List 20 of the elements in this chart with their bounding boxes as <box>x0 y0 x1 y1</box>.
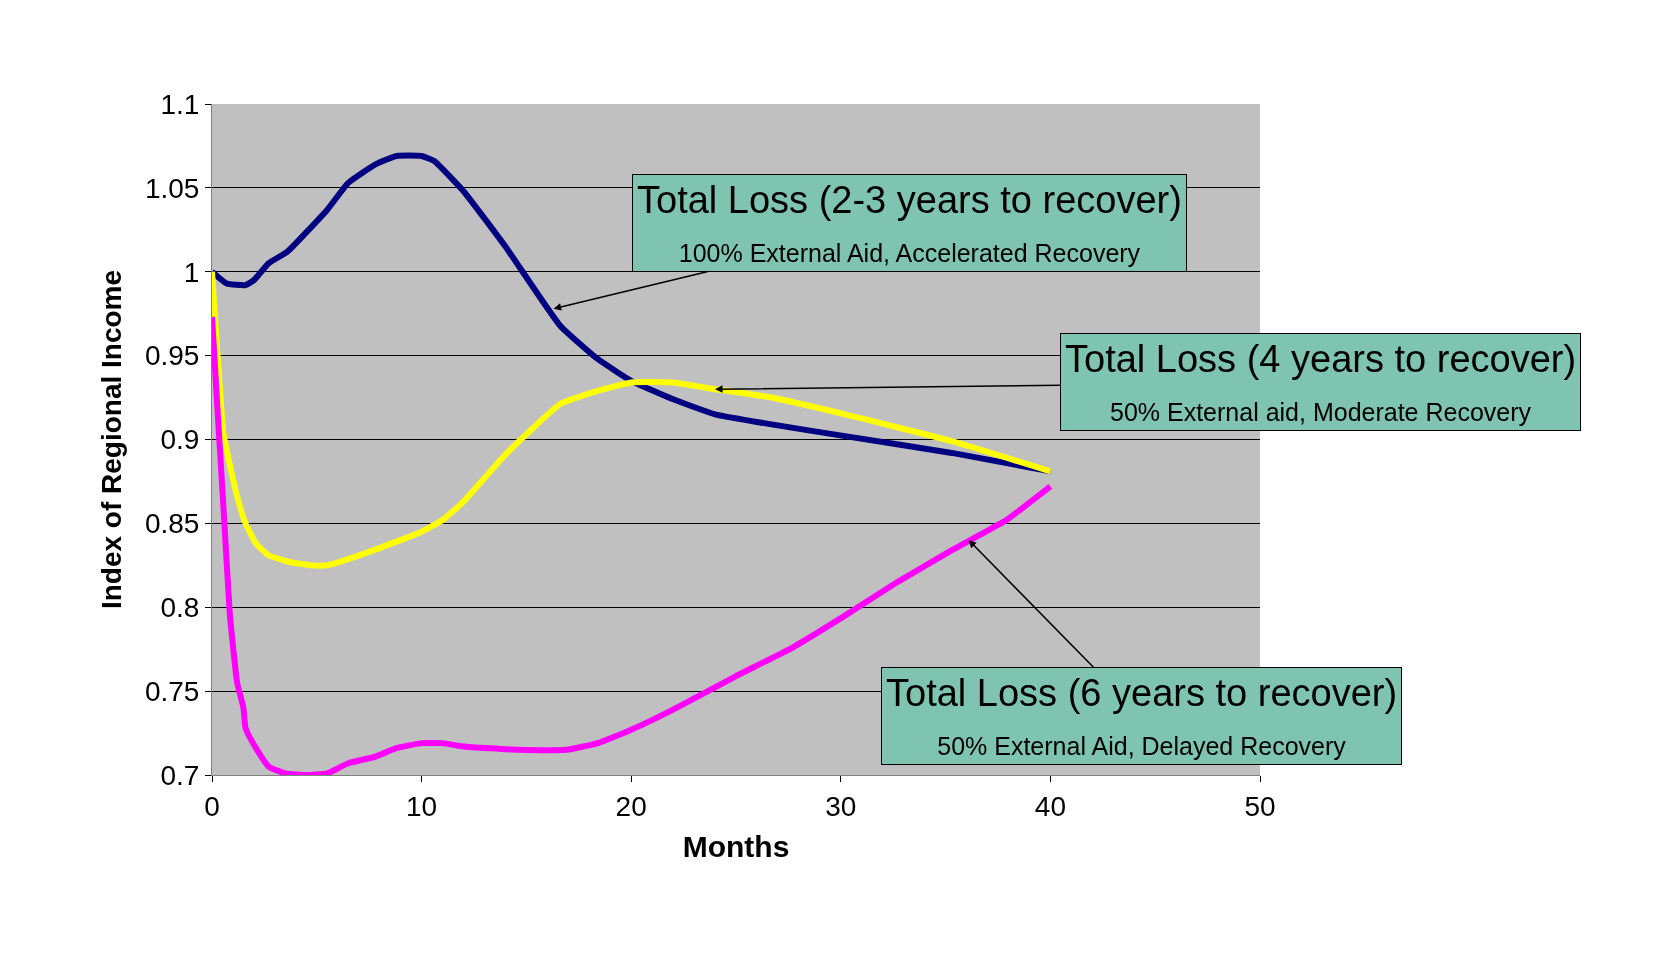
x-axis-title: Months <box>682 830 790 864</box>
y-tick-label: 0.85 <box>144 508 200 540</box>
y-tick-label: 0.7 <box>160 759 200 791</box>
x-tick-label: 10 <box>406 790 438 822</box>
y-tick-label: 1.05 <box>144 172 200 204</box>
y-tick-label: 0.9 <box>160 424 200 456</box>
y-tick-label: 0.75 <box>144 675 200 707</box>
y-tick-label: 1.1 <box>160 88 200 120</box>
y-tick-label: 0.95 <box>144 340 200 372</box>
annotation: Total Loss (6 years to recover) 50% External Aid, Delayed Recovery <box>886 672 1398 761</box>
x-tick-label: 50 <box>1244 790 1276 822</box>
y-axis-title: Index of Regional Income <box>95 269 127 610</box>
y-tick-label: 0.8 <box>160 592 200 624</box>
annotation: Total Loss (2-3 years to recover) 100% External Aid, Accelerated Recovery <box>637 179 1182 268</box>
x-tick-label: 0 <box>204 790 220 822</box>
y-tick-label: 1 <box>183 256 200 288</box>
annotation: Total Loss (4 years to recover) 50% External aid, Moderate Recovery <box>1065 338 1577 427</box>
x-tick-label: 20 <box>615 790 647 822</box>
x-tick-label: 40 <box>1034 790 1066 822</box>
x-tick-label: 30 <box>825 790 857 822</box>
